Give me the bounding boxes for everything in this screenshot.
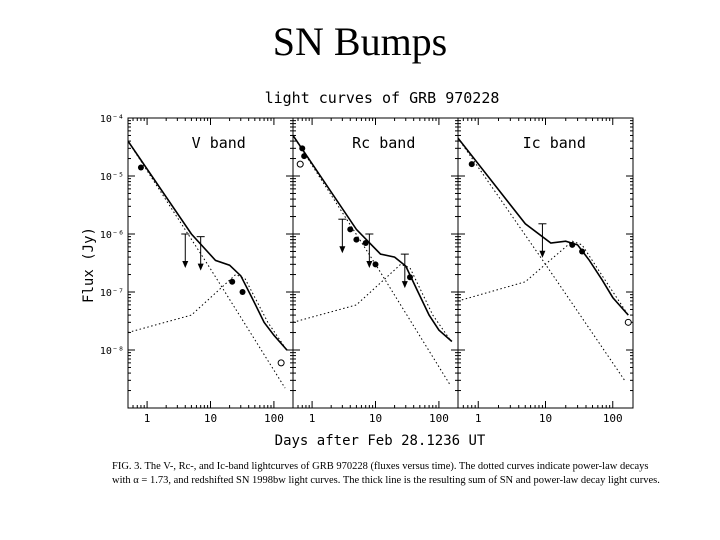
x-tick-label: 1 bbox=[475, 412, 482, 425]
panel-title: Rc band bbox=[352, 134, 415, 152]
upper-limit-arrow bbox=[401, 281, 408, 289]
slide-title: SN Bumps bbox=[272, 19, 448, 64]
data-point bbox=[301, 153, 308, 160]
figure-caption: FIG. 3. The V-, Rc-, and Ic-band lightcu… bbox=[112, 460, 687, 488]
x-tick-label: 10 bbox=[539, 412, 552, 425]
x-tick-label: 10 bbox=[204, 412, 217, 425]
data-point bbox=[579, 248, 586, 255]
data-point bbox=[569, 241, 576, 248]
x-tick-label: 1 bbox=[309, 412, 316, 425]
open-data-point bbox=[277, 359, 285, 367]
upper-limit-arrow bbox=[197, 263, 204, 271]
y-tick-label: 10⁻⁷ bbox=[100, 288, 124, 299]
x-tick-label: 100 bbox=[603, 412, 623, 425]
open-data-point bbox=[624, 318, 632, 326]
y-axis-label: Flux (Jy) bbox=[81, 227, 97, 303]
panel-frame-1 bbox=[127, 117, 294, 409]
figure-title: light curves of GRB 970228 bbox=[265, 89, 500, 107]
data-point bbox=[347, 226, 354, 233]
data-point bbox=[372, 261, 379, 268]
sum-curve bbox=[293, 135, 453, 343]
x-tick-label: 100 bbox=[429, 412, 449, 425]
data-point bbox=[137, 164, 144, 171]
power-law-curve bbox=[458, 137, 626, 381]
y-tick-label: 10⁻⁴ bbox=[100, 114, 124, 125]
supernova-curve bbox=[128, 273, 286, 348]
x-tick-label: 10 bbox=[369, 412, 382, 425]
y-tick-label: 10⁻⁸ bbox=[100, 346, 124, 357]
panel-title: V band bbox=[192, 134, 246, 152]
sum-curve bbox=[128, 140, 288, 351]
upper-limit-arrow bbox=[339, 246, 346, 254]
upper-limit-arrow bbox=[366, 261, 373, 268]
open-data-point bbox=[296, 160, 304, 168]
data-point bbox=[362, 239, 369, 246]
data-point bbox=[239, 289, 246, 295]
x-tick-label: 100 bbox=[264, 412, 284, 425]
data-point bbox=[407, 274, 414, 281]
data-point bbox=[468, 161, 475, 168]
x-tick-label: 1 bbox=[144, 412, 151, 425]
y-tick-label: 10⁻⁵ bbox=[100, 172, 124, 183]
x-axis-label: Days after Feb 28.1236 UT bbox=[275, 433, 486, 449]
sum-curve bbox=[458, 137, 629, 316]
supernova-curve bbox=[458, 240, 629, 316]
upper-limit-arrow bbox=[539, 250, 546, 258]
caption-line-1: FIG. 3. The V-, Rc-, and Ic-band lightcu… bbox=[112, 461, 649, 472]
caption-line-2: with α = 1.73, and redshifted SN 1998bw … bbox=[112, 475, 660, 486]
y-tick-label: 10⁻⁶ bbox=[100, 230, 124, 241]
data-point bbox=[353, 236, 360, 243]
data-point bbox=[299, 145, 306, 152]
supernova-curve bbox=[293, 263, 451, 341]
power-law-curve bbox=[293, 135, 451, 386]
panel-title: Ic band bbox=[523, 134, 586, 152]
power-law-curve bbox=[128, 140, 286, 389]
data-point bbox=[229, 278, 236, 285]
panel-frame-3 bbox=[457, 117, 634, 409]
upper-limit-arrow bbox=[182, 261, 189, 268]
